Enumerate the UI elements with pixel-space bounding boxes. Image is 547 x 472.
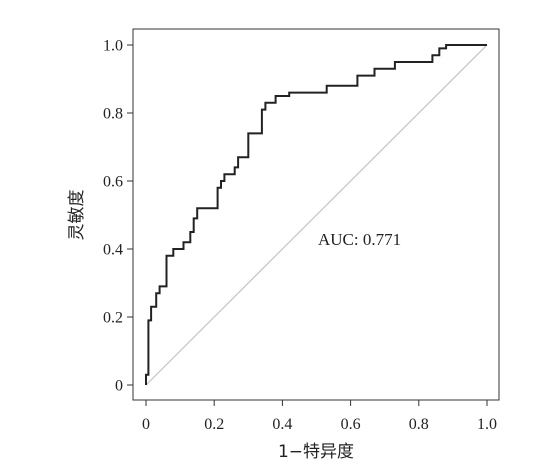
- reference-layer: [145, 44, 488, 386]
- x-tick-label: 0.4: [272, 416, 292, 433]
- series-layer: [145, 44, 487, 385]
- auc-annotation: AUC: 0.771: [318, 230, 401, 249]
- x-tick-label: 0.8: [409, 416, 429, 433]
- x-tick-label: 0.2: [204, 416, 224, 433]
- y-axis: 0 0.2 0.4 0.6 0.8 1.0: [103, 38, 133, 395]
- roc-curve-line: [145, 44, 487, 385]
- y-tick-label: 0.2: [103, 310, 123, 327]
- x-tick-label: 0: [142, 416, 150, 433]
- reference-diagonal-line: [145, 44, 488, 386]
- y-tick-label: 0.4: [103, 242, 123, 259]
- x-tick-label: 1.0: [477, 416, 497, 433]
- y-axis-title: 灵敏度: [67, 190, 87, 241]
- y-tick-label: 0.6: [103, 174, 123, 191]
- x-tick-label: 0.6: [341, 416, 361, 433]
- y-tick-label: 1.0: [103, 38, 123, 55]
- y-tick-label: 0: [115, 378, 123, 395]
- x-axis-title: 1−特异度: [278, 442, 354, 462]
- y-tick-label: 0.8: [103, 106, 123, 123]
- plot-frame: [132, 28, 500, 401]
- x-axis: 0 0.2 0.4 0.6 0.8 1.0: [142, 400, 497, 433]
